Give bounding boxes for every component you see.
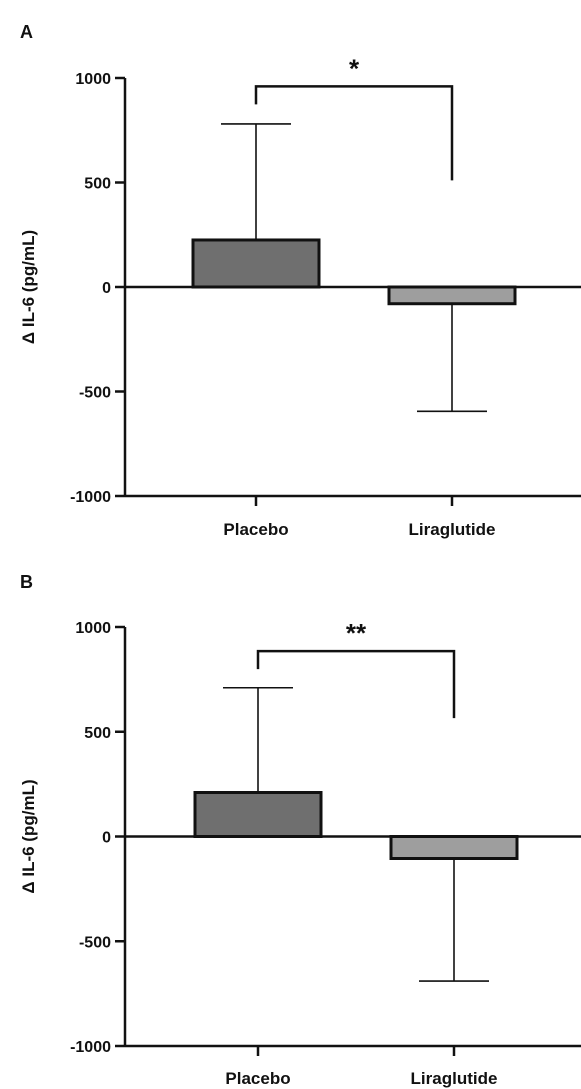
y-tick-label: 500 — [84, 176, 111, 193]
significance-label: ** — [346, 618, 367, 648]
significance-bracket — [254, 85, 454, 181]
y-tick-label: 500 — [84, 725, 111, 742]
bar — [193, 791, 323, 839]
y-axis-title: Δ IL-6 (pg/mL) — [19, 779, 38, 893]
panel-label: A — [20, 22, 33, 42]
y-axis-title: Δ IL-6 (pg/mL) — [19, 230, 38, 344]
panel-label: B — [20, 572, 33, 592]
significance-label: * — [349, 53, 360, 83]
significance-bracket — [256, 649, 456, 719]
y-tick-label: -500 — [79, 934, 111, 951]
bar — [389, 835, 519, 860]
y-tick-label: -500 — [79, 385, 111, 402]
x-category-label: Liraglutide — [411, 1069, 498, 1088]
x-category-label: Placebo — [223, 520, 288, 539]
bar — [387, 285, 517, 306]
y-tick-label: -1000 — [70, 489, 111, 506]
x-category-label: Placebo — [225, 1069, 290, 1088]
bar — [191, 238, 321, 289]
y-tick-label: 0 — [102, 830, 111, 847]
y-tick-label: -1000 — [70, 1039, 111, 1056]
y-tick-label: 1000 — [75, 71, 111, 88]
y-tick-label: 1000 — [75, 620, 111, 637]
y-tick-label: 0 — [102, 280, 111, 297]
x-category-label: Liraglutide — [409, 520, 496, 539]
